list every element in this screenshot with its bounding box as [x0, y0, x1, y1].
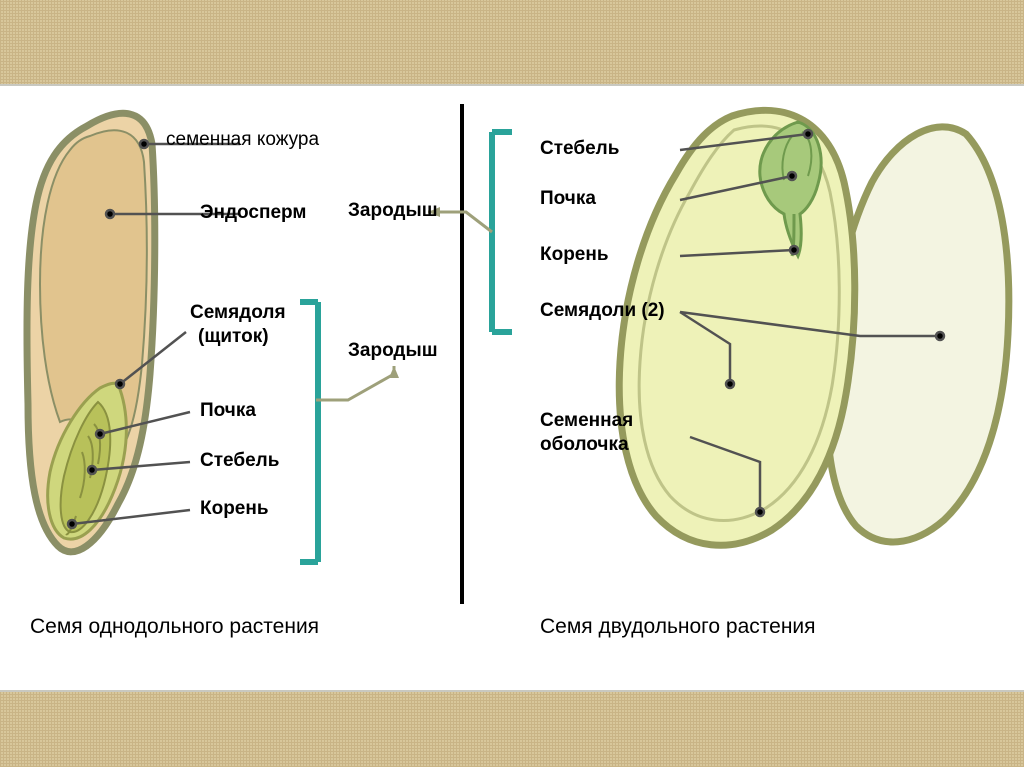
caption-monocot: Семя однодольного растения: [30, 614, 319, 639]
label-di-embryo: Зародыш: [348, 200, 438, 223]
label-di-cotyledons: Семядоли (2): [540, 300, 665, 323]
dicot-seed: [619, 110, 1009, 545]
dicot-embryo-bracket: [428, 132, 512, 332]
label-di-seed-coat-1: Семенная: [540, 410, 633, 433]
label-di-root: Корень: [540, 244, 609, 267]
label-mono-root: Корень: [200, 498, 269, 521]
label-mono-embryo: Зародыш: [348, 340, 438, 363]
label-di-bud: Почка: [540, 188, 596, 211]
label-mono-bud: Почка: [200, 400, 256, 423]
label-di-stem: Стебель: [540, 138, 619, 161]
label-mono-cotyledon-2: (щиток): [198, 326, 269, 349]
label-mono-stem: Стебель: [200, 450, 279, 473]
label-mono-endosperm: Эндосперм: [200, 202, 306, 225]
label-mono-cotyledon-1: Семядоля: [190, 302, 286, 325]
seed-diagram-svg: [0, 84, 1024, 688]
label-mono-seed-coat: семенная кожура: [166, 129, 319, 152]
caption-dicot: Семя двудольного растения: [540, 614, 816, 639]
label-di-seed-coat-2: оболочка: [540, 434, 629, 457]
diagram-stage: семенная кожура Эндосперм Семядоля (щито…: [0, 84, 1024, 688]
